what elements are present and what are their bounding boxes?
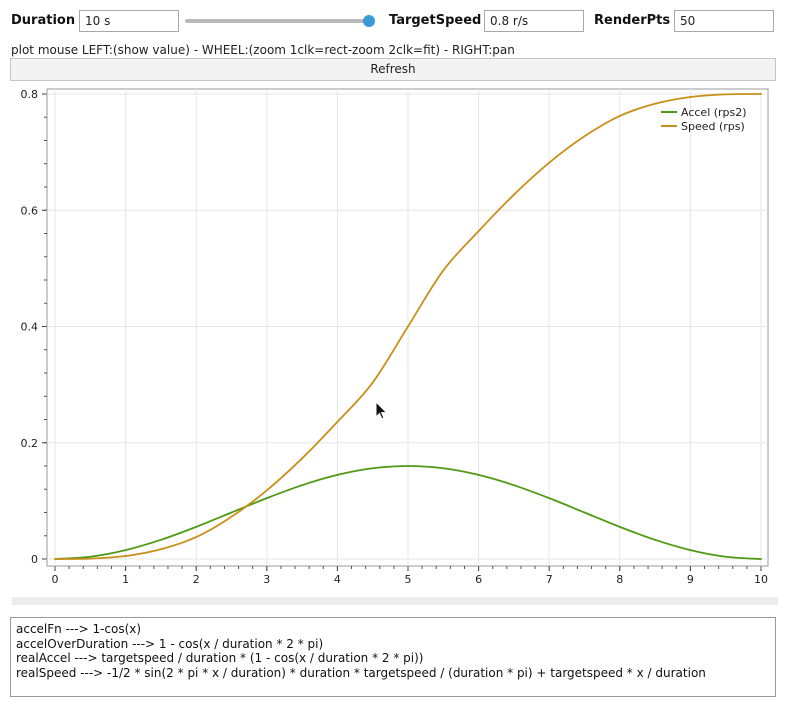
data-point xyxy=(477,230,480,233)
data-point xyxy=(654,538,656,541)
targetspeed-input[interactable]: 0.8 r/s xyxy=(484,10,584,32)
data-point xyxy=(301,457,303,460)
data-point xyxy=(724,93,727,96)
x-tick-label: 0 xyxy=(52,573,59,586)
data-point xyxy=(371,467,374,470)
speed-accel-chart[interactable]: 0 1 2 3 4 5 6 7 8 9 10 0 0.2 0.4 0.6 0.8 Accel (rps2)Spe… xyxy=(0,84,786,596)
data-point xyxy=(724,555,727,558)
plot-mouse-hint: plot mouse LEFT:(show value) - WHEEL:(zo… xyxy=(11,43,515,57)
formula-line: realAccel ---> targetspeed / duration * … xyxy=(16,651,424,665)
data-point xyxy=(230,511,233,514)
data-point xyxy=(477,473,480,476)
formula-textbox[interactable]: accelFn ---> 1-cos(x) accelOverDuration … xyxy=(10,617,776,697)
legend-label: Accel (rps2) xyxy=(681,106,747,119)
x-tick-label: 7 xyxy=(546,573,553,586)
data-point xyxy=(689,96,692,98)
data-point xyxy=(301,484,303,487)
data-point xyxy=(230,515,233,518)
data-point xyxy=(195,525,198,528)
data-point xyxy=(336,473,339,476)
x-tick-label: 9 xyxy=(687,573,694,586)
data-point xyxy=(548,161,551,164)
data-point xyxy=(89,555,92,558)
data-point xyxy=(513,484,515,487)
data-point xyxy=(124,549,127,552)
data-point xyxy=(195,536,198,538)
data-point xyxy=(513,193,515,196)
x-tick-label: 2 xyxy=(193,573,200,586)
data-point xyxy=(583,135,586,138)
duration-slider-handle[interactable] xyxy=(363,15,375,27)
data-point xyxy=(760,558,762,560)
duration-slider[interactable] xyxy=(185,19,371,23)
x-tick-label: 1 xyxy=(122,573,129,586)
data-point xyxy=(760,93,762,95)
data-point xyxy=(336,420,339,423)
renderpts-label: RenderPts xyxy=(594,13,671,28)
x-tick-label: 8 xyxy=(616,573,623,586)
data-point xyxy=(160,538,162,541)
data-point xyxy=(265,497,268,500)
y-tick-label: 0 xyxy=(31,553,38,566)
mouse-pointer-icon xyxy=(375,401,388,420)
duration-input[interactable]: 10 s xyxy=(79,10,179,32)
data-point xyxy=(548,497,551,500)
data-point xyxy=(407,325,409,328)
formula-line: accelOverDuration ---> 1 - cos(x / durat… xyxy=(16,636,324,651)
data-point xyxy=(689,549,692,552)
data-point xyxy=(407,465,409,467)
renderpts-input[interactable]: 50 xyxy=(674,10,774,32)
data-point xyxy=(442,269,445,272)
data-point xyxy=(371,381,374,384)
data-point xyxy=(265,489,268,492)
x-tick-label: 10 xyxy=(754,573,768,586)
data-point xyxy=(583,511,586,514)
data-point xyxy=(124,555,127,557)
x-tick-label: 6 xyxy=(475,573,482,586)
targetspeed-label: TargetSpeed xyxy=(389,13,482,28)
y-tick-label: 0.6 xyxy=(21,204,39,217)
y-tick-label: 0.8 xyxy=(21,88,39,101)
legend-label: Speed (rps) xyxy=(681,120,745,133)
formula-line: realSpeed ---> -1/2 * sin(2 * pi * x / d… xyxy=(16,665,706,680)
x-tick-label: 5 xyxy=(405,573,412,586)
x-tick-label: 3 xyxy=(263,573,270,586)
data-point xyxy=(618,115,621,117)
data-point xyxy=(89,557,92,560)
data-point xyxy=(654,102,656,105)
data-point xyxy=(618,525,621,528)
data-point xyxy=(160,548,162,551)
y-tick-label: 0.4 xyxy=(21,321,39,334)
duration-label: Duration xyxy=(11,13,76,28)
refresh-button[interactable]: Refresh xyxy=(10,58,776,81)
data-point xyxy=(442,467,445,470)
data-point xyxy=(54,558,56,560)
y-tick-label: 0.2 xyxy=(21,437,39,450)
horizontal-scrollbar[interactable] xyxy=(12,597,778,605)
formula-line: accelFn ---> 1-cos(x) xyxy=(16,622,142,636)
x-tick-label: 4 xyxy=(334,573,341,586)
